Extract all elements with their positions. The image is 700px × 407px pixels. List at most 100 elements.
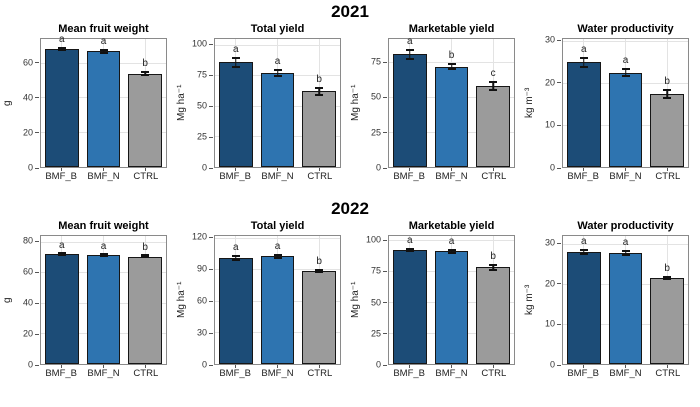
bar-bmf-n (434, 251, 469, 364)
bar-bmf-n (86, 51, 121, 167)
sig-letter-bmf-n: a (448, 235, 455, 247)
x-tick-mark (451, 168, 452, 171)
y-tick-label: 30 (196, 327, 207, 338)
error-bar-ctrl (663, 88, 672, 99)
y-tick-mark (557, 242, 561, 244)
panel-title: Water productivity (577, 23, 674, 35)
x-tick-label-ctrl: CTRL (133, 368, 159, 379)
error-bar-bmf-n (447, 63, 456, 71)
y-tick-label: 40 (22, 92, 33, 103)
x-tick-mark (493, 168, 495, 171)
x-tick-mark (234, 365, 236, 368)
sig-letter-bmf-b: a (59, 239, 65, 251)
error-bar-ctrl (315, 86, 324, 97)
bar-bmf-b (566, 62, 601, 167)
chart-panel-marketable-yield: Marketable yield Mg ha⁻¹ 0 25 50 75 100 a a b BMF_… (350, 219, 524, 382)
x-tick-label-ctrl: CTRL (481, 368, 507, 379)
sig-letter-bmf-b: a (407, 35, 413, 47)
y-axis-label: Mg ha⁻¹ (350, 281, 361, 319)
y-tick-label: 50 (370, 297, 381, 307)
y-tick-label: 20 (22, 127, 33, 138)
y-tick-label: 100 (365, 234, 381, 245)
sig-letter-ctrl: b (490, 250, 496, 262)
y-axis: 0 20 40 60 80 (14, 235, 40, 369)
sig-letter-bmf-n: a (274, 240, 281, 252)
bar-bmf-n (260, 256, 295, 364)
x-tick-mark (234, 168, 236, 171)
y-tick-mark (383, 61, 387, 63)
x-tick-label-bmf-n: BMF_N (609, 171, 642, 182)
panel-title: Total yield (250, 23, 305, 35)
x-tick-label-ctrl: CTRL (307, 368, 333, 379)
y-tick-mark (35, 271, 39, 273)
y-tick-label: 0 (201, 359, 207, 370)
x-tick-label-bmf-n: BMF_N (261, 171, 294, 182)
y-axis: 0 25 50 75 (362, 38, 388, 172)
y-axis-label: g (2, 297, 13, 303)
x-tick-label-ctrl: CTRL (307, 171, 333, 182)
y-tick-mark (35, 240, 39, 242)
y-tick-mark (35, 333, 39, 335)
bar-bmf-n (608, 252, 643, 364)
x-tick-label-bmf-n: BMF_N (87, 368, 120, 379)
y-tick-label: 25 (370, 328, 381, 339)
y-tick-mark (383, 239, 387, 241)
y-tick-mark (209, 74, 213, 76)
chart-panel-total-yield: Total yield Mg ha⁻¹ 0 30 60 90 120 a a b BMF_B BMF_… (176, 219, 350, 382)
y-tick-mark (209, 300, 213, 302)
bar-bmf-b (44, 254, 79, 364)
plot-area: a a b (214, 235, 341, 365)
y-tick-label: 90 (196, 263, 207, 274)
y-tick-mark (557, 167, 561, 169)
bar-ctrl (128, 256, 163, 364)
error-bar-bmf-b (579, 248, 588, 256)
plot-area: a b c (388, 35, 515, 168)
error-bar-bmf-n (99, 252, 108, 257)
x-tick-mark (60, 168, 62, 171)
error-bar-bmf-b (231, 255, 240, 261)
y-tick-label: 25 (370, 127, 381, 138)
bar-ctrl (476, 86, 511, 167)
x-tick-label-bmf-b: BMF_B (567, 368, 599, 379)
y-tick-label: 100 (191, 38, 207, 49)
y-tick-label: 10 (544, 119, 555, 130)
error-bar-bmf-b (579, 56, 588, 68)
y-tick-label: 75 (196, 69, 207, 80)
x-tick-label-ctrl: CTRL (133, 171, 159, 182)
y-tick-label: 0 (27, 162, 33, 173)
error-bar-ctrl (489, 81, 498, 92)
x-tick-mark (625, 168, 626, 171)
y-tick-mark (383, 167, 387, 169)
plot-area: a a b (40, 35, 167, 168)
bar-ctrl (128, 73, 163, 167)
bar-ctrl (476, 267, 511, 364)
x-tick-label-bmf-n: BMF_N (609, 368, 642, 379)
y-tick-label: 0 (375, 359, 381, 370)
error-bar-bmf-b (231, 56, 240, 68)
x-axis: BMF_B BMF_N CTRL (214, 168, 341, 185)
panel-title: Mean fruit weight (58, 220, 149, 232)
y-tick-label: 20 (22, 328, 33, 339)
panel-title: Marketable yield (408, 220, 495, 232)
y-tick-label: 0 (201, 162, 207, 173)
y-tick-mark (35, 97, 39, 99)
bar-bmf-b (392, 54, 427, 167)
y-tick-mark (557, 39, 561, 41)
x-tick-mark (667, 168, 669, 171)
x-tick-mark (277, 365, 278, 368)
sig-letter-ctrl: c (490, 68, 496, 80)
sig-letter-bmf-n: b (448, 50, 455, 62)
plot-area: a a b (562, 38, 689, 168)
error-bar-bmf-n (621, 250, 630, 256)
y-tick-label: 40 (22, 297, 33, 308)
x-tick-label-ctrl: CTRL (655, 171, 681, 182)
x-tick-mark (582, 168, 584, 171)
y-tick-mark (209, 167, 213, 169)
y-axis-label: kg m⁻³ (524, 284, 535, 316)
y-tick-label: 60 (196, 295, 207, 306)
bar-bmf-b (218, 62, 253, 167)
x-axis: BMF_B BMF_N CTRL (40, 365, 167, 382)
x-tick-label-bmf-b: BMF_B (219, 171, 251, 182)
x-tick-label-bmf-b: BMF_B (45, 171, 77, 182)
x-tick-mark (103, 168, 104, 171)
